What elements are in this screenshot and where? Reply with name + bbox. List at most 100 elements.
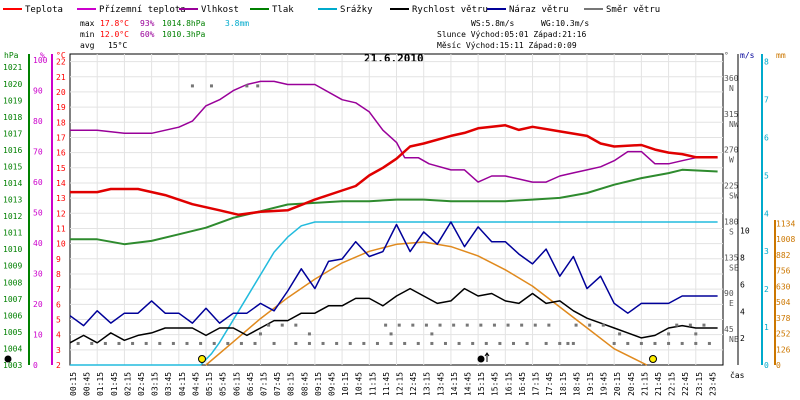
pct-tick: 80 <box>33 117 43 126</box>
stats: max 17.8°C 93% 1014.8hPa 3.8mm min 12.0°… <box>80 19 589 50</box>
temperature-line <box>70 124 718 217</box>
wind-dir-mark <box>492 323 496 327</box>
wind-dir-mark <box>272 341 276 345</box>
axis-title-hpa: hPa <box>4 51 19 60</box>
wind-dir-mark <box>209 84 213 88</box>
mm-tick: 756 <box>776 267 791 276</box>
ms-tick: 0 <box>764 361 769 370</box>
wind-dir-mark <box>667 341 671 345</box>
stats-min-hum: 60% <box>140 30 155 39</box>
hpa-tick: 1017 <box>3 129 22 138</box>
humidity-line <box>70 80 718 183</box>
degc-tick: 20 <box>56 88 66 97</box>
rain-line <box>70 221 718 366</box>
x-tick-half: 09:45 <box>327 372 336 396</box>
wind-dir-mark <box>688 323 692 327</box>
hpa-tick: 1012 <box>3 212 22 221</box>
pressure-line <box>70 168 718 246</box>
wind-dir-mark <box>212 341 216 345</box>
pct-tick: 60 <box>33 178 43 187</box>
wind-dir-mark <box>707 341 711 345</box>
wind-dir-mark <box>618 332 622 336</box>
wind-dir-mark <box>558 341 562 345</box>
x-tick: 15:15 <box>477 372 486 396</box>
wind-dir-mark <box>430 341 434 345</box>
wind-dir-mark <box>424 323 428 327</box>
inner-right-tick: 4 <box>740 307 745 316</box>
mm-tick: 882 <box>776 251 791 260</box>
wind-dir-mark <box>256 84 260 88</box>
pct-tick: 100 <box>33 56 48 65</box>
x-tick: 00:15 <box>69 372 78 396</box>
wind-dir-mark <box>280 323 284 327</box>
wind-dir-mark <box>267 323 271 327</box>
dir-tick: 360 <box>724 74 739 83</box>
inner-right-tick: 6 <box>740 280 745 289</box>
wind-dir-mark <box>498 341 502 345</box>
dir-label: E <box>729 299 734 308</box>
wind-dir-mark <box>416 341 420 345</box>
degc-tick: 2 <box>56 361 61 370</box>
wind-dir-mark <box>571 341 575 345</box>
wind-dir-mark <box>675 323 679 327</box>
mm-tick: 0 <box>776 361 781 370</box>
moonrise-arrow-icon <box>484 352 490 362</box>
dir-label: N <box>729 84 734 93</box>
x-tick-half: 12:45 <box>409 372 418 396</box>
wind-dir-mark <box>389 332 393 336</box>
wind-dir-mark <box>258 332 262 336</box>
dir-tick: 315 <box>724 110 739 119</box>
wind-dir-mark <box>397 323 401 327</box>
x-tick-half: 21:45 <box>654 372 663 396</box>
ms-tick: 2 <box>764 285 769 294</box>
x-tick: 04:15 <box>178 372 187 396</box>
x-tick: 16:15 <box>504 372 513 396</box>
wind-dir-mark <box>389 341 393 345</box>
wind-dir-mark <box>239 341 243 345</box>
stats-moon: Měsíc Východ:15:11 Západ:0:09 <box>437 41 577 50</box>
ms-tick: 7 <box>764 96 769 105</box>
wind-dir-mark <box>667 332 671 336</box>
x-tick-half: 04:45 <box>191 372 200 396</box>
hpa-tick: 1013 <box>3 196 22 205</box>
degc-tick: 17 <box>56 133 66 142</box>
hpa-tick: 1010 <box>3 245 22 254</box>
wind-dir-mark <box>375 341 379 345</box>
degc-tick: 3 <box>56 346 61 355</box>
hpa-tick: 1011 <box>3 229 22 238</box>
stats-max-temp: 17.8°C <box>100 19 129 28</box>
x-tick: 07:15 <box>259 372 268 396</box>
wind-dir-mark <box>348 341 352 345</box>
x-tick-half: 14:45 <box>464 372 473 396</box>
dir-tick: 45 <box>724 325 734 334</box>
x-tick-half: 00:45 <box>83 372 92 396</box>
mm-tick: 126 <box>776 345 791 354</box>
x-tick: 05:15 <box>205 372 214 396</box>
legend: Teplota Přízemní teplota Vlhkost Tlak Sr… <box>3 5 660 15</box>
x-tick-half: 16:45 <box>518 372 527 396</box>
degc-tick: 16 <box>56 149 66 158</box>
dir-tick: 180 <box>724 217 739 226</box>
hpa-tick: 1018 <box>3 113 22 122</box>
mm-tick: 1008 <box>776 235 795 244</box>
degc-tick: 4 <box>56 331 61 340</box>
wind-dir-mark <box>626 341 630 345</box>
dir-label: NE <box>729 335 739 344</box>
wind-dir-mark <box>362 341 366 345</box>
degc-tick: 14 <box>56 179 66 188</box>
axis-title-cas: čas <box>730 370 745 380</box>
degc-tick: 12 <box>56 209 66 218</box>
wind-dir-mark <box>506 323 510 327</box>
sun-elevation-line <box>205 241 648 366</box>
wind-dir-mark <box>117 341 121 345</box>
wind-dir-mark <box>90 341 94 345</box>
x-tick-half: 20:45 <box>627 372 636 396</box>
wind-dir-mark <box>544 341 548 345</box>
wind-dir-mark <box>612 341 616 345</box>
stats-max-rain: 3.8mm <box>225 19 249 28</box>
wind-dir-mark <box>547 323 551 327</box>
x-tick: 12:15 <box>396 372 405 396</box>
axis-title-deg: ° <box>724 51 729 60</box>
x-tick-half: 19:45 <box>600 372 609 396</box>
